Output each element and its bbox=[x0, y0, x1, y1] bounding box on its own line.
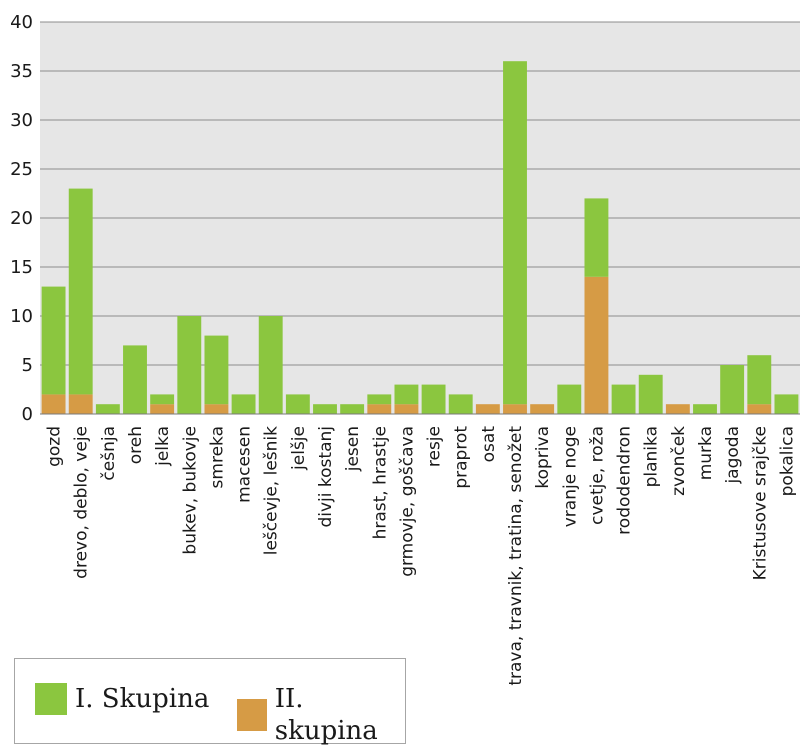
bar-segment bbox=[530, 404, 555, 414]
bar-segment bbox=[394, 384, 419, 405]
x-tick-label: jesen bbox=[343, 426, 363, 472]
bar-segment bbox=[313, 404, 337, 414]
bar-segment bbox=[68, 394, 93, 414]
x-tick-label: cvetje, roža bbox=[587, 426, 607, 525]
x-tick-label: pokalica bbox=[777, 426, 797, 496]
bar-segment bbox=[448, 394, 473, 414]
y-tick-label: 35 bbox=[10, 61, 33, 82]
bar-segment bbox=[285, 394, 310, 414]
x-tick-label: češnja bbox=[99, 426, 119, 481]
bar-segment bbox=[204, 404, 229, 414]
bar-segment bbox=[95, 404, 120, 414]
x-tick-label: kopriva bbox=[533, 426, 553, 489]
bar-segment bbox=[340, 404, 365, 414]
y-tick-label: 5 bbox=[22, 355, 33, 376]
bar-segment bbox=[177, 316, 202, 414]
legend-label-series-1: I. Skupina bbox=[75, 684, 210, 714]
x-tick-label: hrast, hrastje bbox=[370, 426, 390, 539]
y-tick-label: 25 bbox=[10, 159, 33, 180]
x-tick-label: vranje noge bbox=[560, 426, 580, 527]
legend-swatch-series-2 bbox=[237, 699, 267, 731]
bar-segment bbox=[747, 355, 772, 405]
bar-segment bbox=[123, 345, 147, 414]
x-tick-label: drevo, deblo, veje bbox=[72, 426, 92, 579]
x-tick-label: osat bbox=[479, 426, 499, 463]
legend-swatch-series-1 bbox=[35, 683, 67, 715]
bar-segment bbox=[611, 384, 636, 414]
bar-segment bbox=[367, 394, 392, 405]
x-tick-label: resje bbox=[425, 426, 445, 467]
y-tick-label: 15 bbox=[10, 257, 33, 278]
bar-segment bbox=[150, 404, 175, 414]
legend: I. Skupina II. skupina bbox=[14, 658, 406, 747]
y-tick-label: 40 bbox=[10, 12, 33, 33]
bar-segment bbox=[421, 384, 446, 414]
x-tick-label: leščevje, lešnik bbox=[262, 426, 282, 555]
x-tick-label: Kristusove srajčke bbox=[750, 426, 770, 580]
bar-segment bbox=[367, 404, 392, 414]
x-tick-label: jagoda bbox=[723, 426, 743, 485]
bar-segment bbox=[394, 404, 419, 414]
legend-item-series-1: I. Skupina bbox=[35, 683, 209, 715]
x-tick-label: grmovje, goščava bbox=[397, 426, 417, 577]
bar-segment bbox=[231, 394, 256, 414]
x-tick-label: rododendron bbox=[615, 426, 635, 535]
x-tick-label: gozd bbox=[45, 426, 65, 467]
bar-segment bbox=[503, 404, 527, 414]
legend-label-series-2: II. skupina bbox=[274, 684, 378, 746]
bar-segment bbox=[68, 188, 93, 395]
y-tick-label: 10 bbox=[10, 306, 33, 327]
x-tick-label: murka bbox=[696, 426, 716, 480]
x-tick-label: macesen bbox=[235, 426, 255, 503]
x-tick-label: zvonček bbox=[669, 426, 689, 496]
x-tick-label: praprot bbox=[452, 426, 472, 489]
bar-segment bbox=[665, 404, 690, 414]
bar-segment bbox=[638, 374, 663, 414]
bar-segment bbox=[41, 394, 66, 414]
bar-segment bbox=[258, 316, 283, 414]
bar-segment bbox=[150, 394, 175, 405]
x-tick-label: jelka bbox=[153, 426, 173, 467]
x-tick-label: planika bbox=[642, 426, 662, 487]
x-tick-label: bukev, bukovje bbox=[180, 426, 200, 555]
chart: 0 5 10 15 20 25 30 35 40 gozd drevo, deblo, veje če… bbox=[10, 12, 800, 746]
bar-segment bbox=[774, 394, 799, 414]
x-tick-label: divji kostanj bbox=[316, 426, 336, 528]
bar-segment bbox=[503, 61, 527, 405]
bar-segment bbox=[557, 384, 582, 414]
bar-segment bbox=[41, 286, 66, 395]
y-tick-label: 20 bbox=[10, 208, 33, 229]
x-tick-label: oreh bbox=[126, 426, 146, 464]
x-tick-label: jelšje bbox=[289, 426, 309, 471]
y-tick-label: 30 bbox=[10, 110, 33, 131]
stacked-bar-chart: 0 5 10 15 20 25 30 35 40 gozd drevo, deblo, veje če… bbox=[10, 12, 800, 686]
bar-segment bbox=[204, 335, 229, 405]
x-tick-label: trava, travnik, tratina, senožet bbox=[506, 426, 526, 686]
bar-segment bbox=[475, 404, 500, 414]
bar-segment bbox=[720, 365, 745, 414]
bar-segment bbox=[584, 276, 609, 414]
x-tick-label: smreka bbox=[207, 426, 227, 488]
y-tick-label: 0 bbox=[22, 404, 33, 425]
legend-item-series-2: II. skupina bbox=[237, 683, 405, 747]
bar-segment bbox=[693, 404, 717, 414]
bar-segment bbox=[747, 404, 772, 414]
bar-segment bbox=[584, 198, 609, 277]
